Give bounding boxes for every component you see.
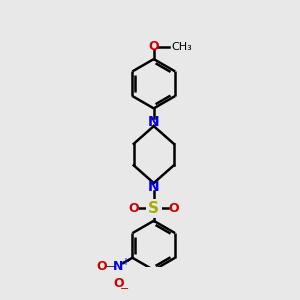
Text: O: O xyxy=(96,260,107,274)
Text: CH₃: CH₃ xyxy=(172,42,192,52)
Text: +: + xyxy=(121,256,129,267)
Text: O: O xyxy=(169,202,179,215)
Text: O: O xyxy=(148,40,159,53)
Text: −: − xyxy=(120,284,129,294)
Text: O: O xyxy=(113,278,124,290)
Text: N: N xyxy=(148,115,160,129)
Text: O: O xyxy=(128,202,139,215)
Text: N: N xyxy=(113,260,124,274)
Text: N: N xyxy=(148,180,160,194)
Text: S: S xyxy=(148,201,159,216)
